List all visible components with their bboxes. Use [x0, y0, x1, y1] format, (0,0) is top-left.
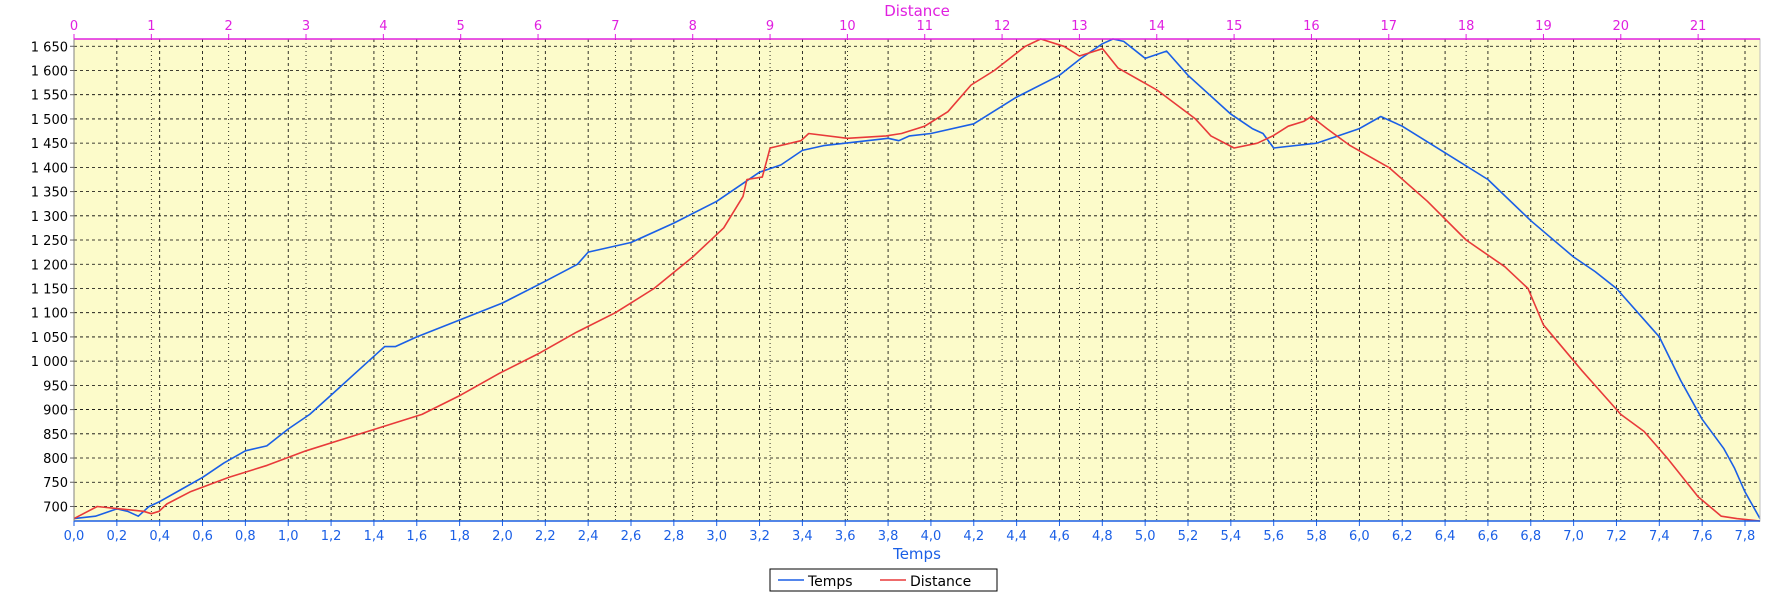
- series-line-distance: [73, 38, 1761, 522]
- plot-area-background: [74, 39, 1760, 521]
- x-axis-ticks: 0,0 0,2 0,4 0,6 0,8 1,0 1,2 1,4 1,6 1,8 2,0 2,2 2,4 2…: [64, 521, 1756, 544]
- series-line-temps: [73, 38, 1761, 520]
- x2-tick-label: 1: [147, 19, 155, 34]
- x-tick-label: 0,8: [235, 529, 256, 544]
- bottom-axis-title: Temps: [892, 545, 941, 563]
- x2-tick-label: 19: [1535, 19, 1552, 34]
- x2-tick-label: 9: [766, 19, 774, 34]
- x-tick-label: 2,2: [535, 529, 556, 544]
- x-tick-label: 5,8: [1306, 529, 1327, 544]
- x-tick-label: 2,4: [578, 529, 599, 544]
- x-tick-label: 6,2: [1392, 529, 1413, 544]
- x-tick-label: 5,0: [1135, 529, 1156, 544]
- y-tick-label: 850: [43, 428, 68, 443]
- x2-tick-label: 16: [1303, 19, 1320, 34]
- y-tick-label: 1 300: [31, 210, 68, 225]
- x-tick-label: 3,6: [835, 529, 856, 544]
- y-tick-label: 1 350: [31, 186, 68, 201]
- x2-tick-label: 2: [225, 19, 233, 34]
- x-tick-label: 4,4: [1006, 529, 1027, 544]
- x2-tick-label: 20: [1613, 19, 1630, 34]
- y-tick-label: 1 600: [31, 64, 68, 79]
- x-tick-label: 4,8: [1092, 529, 1113, 544]
- x2-tick-label: 11: [916, 19, 933, 34]
- x-tick-label: 1,0: [278, 529, 299, 544]
- x-tick-label: 4,0: [921, 529, 942, 544]
- top-axis-title: Distance: [884, 2, 950, 20]
- x-tick-label: 6,0: [1349, 529, 1370, 544]
- x-tick-label: 3,8: [878, 529, 899, 544]
- x-tick-label: 7,4: [1649, 529, 1670, 544]
- x2-tick-label: 13: [1071, 19, 1088, 34]
- x-tick-label: 4,2: [963, 529, 984, 544]
- x-tick-label: 7,6: [1692, 529, 1713, 544]
- x-tick-label: 7,8: [1735, 529, 1756, 544]
- x2-tick-label: 18: [1458, 19, 1475, 34]
- x-tick-label: 6,6: [1478, 529, 1499, 544]
- y-tick-label: 1 250: [31, 234, 68, 249]
- x-tick-label: 5,6: [1263, 529, 1284, 544]
- y-tick-label: 1 000: [31, 355, 68, 370]
- x-tick-label: 0,6: [192, 529, 213, 544]
- x2-tick-label: 3: [302, 19, 310, 34]
- y-tick-label: 1 450: [31, 137, 68, 152]
- x2-axis-ticks: 0 1 2 3 4 5 6 7 8 9 10 11 12 13 14 15 16 17 18 19 20 21: [70, 19, 1707, 39]
- x-tick-label: 7,0: [1563, 529, 1584, 544]
- legend-label-distance: Distance: [910, 574, 971, 590]
- y-tick-label: 1 050: [31, 331, 68, 346]
- x-tick-label: 3,2: [749, 529, 770, 544]
- x2-tick-label: 21: [1690, 19, 1707, 34]
- x-tick-label: 0,4: [149, 529, 170, 544]
- legend-label-temps: Temps: [807, 574, 853, 590]
- x-tick-label: 6,4: [1435, 529, 1456, 544]
- horizontal-grid-lines: [74, 45, 1760, 507]
- y-tick-label: 1 150: [31, 282, 68, 297]
- x-tick-label: 2,8: [664, 529, 685, 544]
- x-tick-label: 1,2: [321, 529, 342, 544]
- x2-tick-label: 7: [611, 19, 619, 34]
- x-tick-label: 1,8: [449, 529, 470, 544]
- x-tick-label: 5,2: [1178, 529, 1199, 544]
- y-tick-label: 1 400: [31, 161, 68, 176]
- x-tick-label: 0,2: [107, 529, 128, 544]
- y-tick-label: 750: [43, 476, 68, 491]
- x-tick-label: 5,4: [1221, 529, 1242, 544]
- x2-tick-label: 5: [457, 19, 465, 34]
- x2-tick-label: 6: [534, 19, 542, 34]
- x-tick-label: 4,6: [1049, 529, 1070, 544]
- y-tick-label: 800: [43, 452, 68, 467]
- x-tick-label: 2,6: [621, 529, 642, 544]
- x-tick-label: 3,4: [792, 529, 813, 544]
- x2-tick-label: 14: [1148, 19, 1165, 34]
- x2-tick-label: 17: [1380, 19, 1397, 34]
- x-tick-label: 0,0: [64, 529, 85, 544]
- x-tick-label: 1,6: [406, 529, 427, 544]
- series-lines: [73, 38, 1761, 522]
- x2-tick-label: 8: [689, 19, 697, 34]
- y-tick-label: 1 500: [31, 113, 68, 128]
- y-tick-label: 700: [43, 500, 68, 515]
- x-tick-label: 3,0: [706, 529, 727, 544]
- x2-tick-label: 0: [70, 19, 78, 34]
- x-tick-label: 6,8: [1520, 529, 1541, 544]
- x-tick-label: 7,2: [1606, 529, 1627, 544]
- y-tick-label: 900: [43, 404, 68, 419]
- x2-tick-label: 15: [1226, 19, 1243, 34]
- y-tick-label: 950: [43, 379, 68, 394]
- legend: Temps Distance: [769, 568, 998, 592]
- x-tick-label: 2,0: [492, 529, 513, 544]
- y-tick-label: 1 550: [31, 89, 68, 104]
- x2-tick-label: 4: [379, 19, 387, 34]
- y-axis-ticks: 700 750 800 850 900 950 1 000 1 050 1 100 1 150 1 …: [31, 40, 74, 515]
- x2-tick-label: 12: [994, 19, 1011, 34]
- x2-tick-label: 10: [839, 19, 856, 34]
- vertical-grid-lines: [73, 39, 1746, 521]
- y-tick-label: 1 650: [31, 40, 68, 55]
- x-tick-label: 1,4: [364, 529, 385, 544]
- y-tick-label: 1 100: [31, 307, 68, 322]
- y-tick-label: 1 200: [31, 258, 68, 273]
